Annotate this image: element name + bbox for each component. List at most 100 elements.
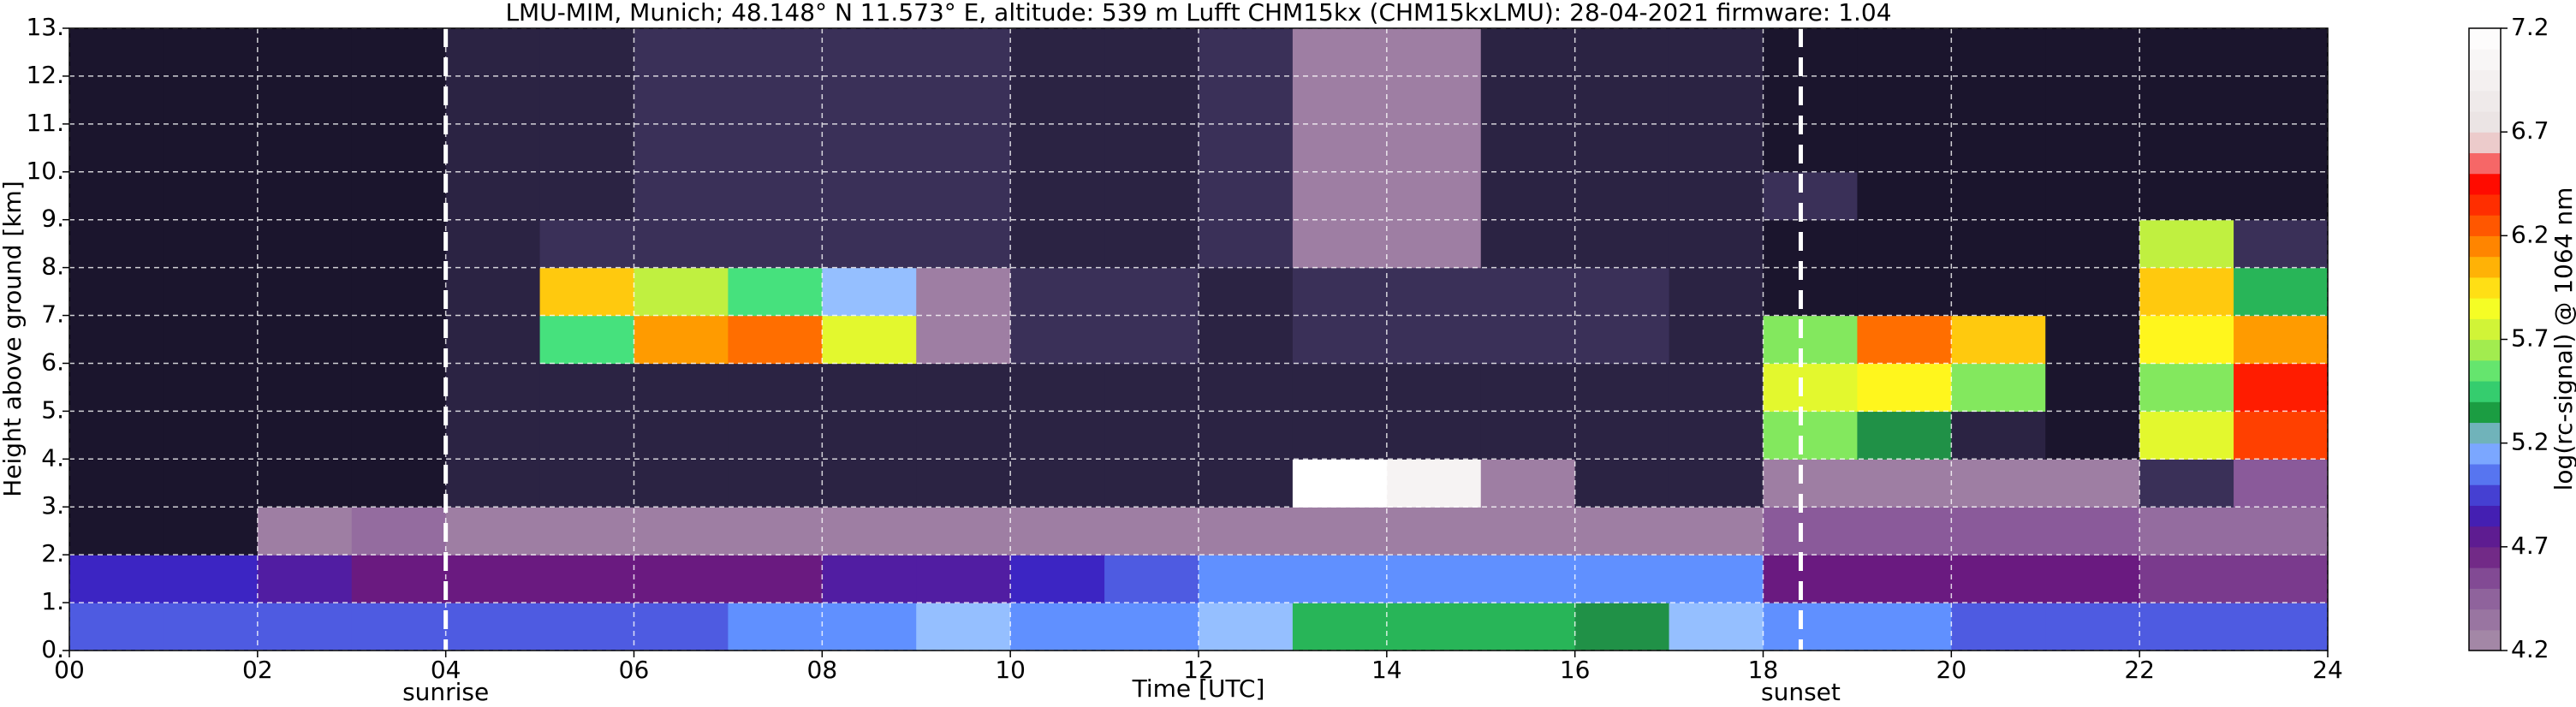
heatmap-cell	[539, 75, 635, 125]
colorbar-band	[2469, 359, 2501, 382]
heatmap-cell	[1951, 28, 2046, 77]
heatmap-cell	[1951, 123, 2046, 173]
heatmap-cell	[2234, 411, 2329, 460]
heatmap-cell	[257, 459, 353, 508]
heatmap-cell	[2139, 267, 2234, 317]
heatmap-cell	[2045, 75, 2140, 125]
x-tick-label: 10	[995, 656, 1026, 684]
heatmap-cell	[1763, 28, 1859, 77]
y-tick-label: 8.	[41, 253, 64, 281]
y-tick-label: 7.	[41, 300, 64, 329]
heatmap-cell	[257, 603, 353, 651]
heatmap-cell	[1669, 507, 1764, 556]
heatmap-cell	[539, 123, 635, 173]
heatmap-cell	[1199, 171, 1294, 221]
colorbar-band	[2469, 629, 2501, 651]
heatmap-cell	[2139, 459, 2234, 508]
heatmap-cell	[1951, 603, 2046, 651]
heatmap-cell	[539, 219, 635, 269]
heatmap-cell	[1104, 459, 1199, 508]
heatmap-cell	[1480, 123, 1576, 173]
colorbar-tick-label: 4.7	[2511, 532, 2549, 560]
heatmap-cell	[257, 363, 353, 412]
x-tick-label: 00	[54, 656, 85, 684]
colorbar-label: log(rc-signal) @ 1064 nm	[2549, 187, 2576, 491]
heatmap-cell	[822, 75, 917, 125]
heatmap-cell	[728, 603, 823, 651]
heatmap-cell	[822, 171, 917, 221]
heatmap-cell	[634, 411, 729, 460]
heatmap-cell	[822, 28, 917, 77]
colorbar-band	[2469, 588, 2501, 610]
heatmap-cell	[1574, 411, 1670, 460]
heatmap-cell	[1669, 219, 1764, 269]
heatmap-cell	[1669, 555, 1764, 603]
heatmap-cell	[1010, 315, 1105, 365]
heatmap-cell	[163, 171, 259, 221]
heatmap-cell	[728, 507, 823, 556]
heatmap-cell	[69, 459, 164, 508]
colorbar-band	[2469, 132, 2501, 153]
heatmap-cell	[634, 75, 729, 125]
colorbar-band	[2469, 193, 2501, 216]
heatmap-cell	[1574, 123, 1670, 173]
heatmap-cell	[257, 28, 353, 77]
heatmap-cell	[1951, 219, 2046, 269]
heatmap-cell	[728, 267, 823, 317]
heatmap-cell	[351, 459, 447, 508]
colorbar-band	[2469, 526, 2501, 548]
heatmap-cell	[1669, 315, 1764, 365]
colorbar-band	[2469, 318, 2501, 341]
heatmap-cell	[351, 123, 447, 173]
heatmap-cell	[351, 507, 447, 556]
heatmap-cell	[1386, 171, 1482, 221]
heatmap-cell	[1199, 459, 1294, 508]
heatmap-cell	[1104, 75, 1199, 125]
colorbar-band	[2469, 505, 2501, 527]
heatmap-cell	[445, 75, 541, 125]
heatmap-cell	[1010, 75, 1105, 125]
heatmap-cell	[2045, 363, 2140, 412]
heatmap-cell	[1010, 171, 1105, 221]
heatmap-cell	[822, 603, 917, 651]
heatmap-cell	[445, 171, 541, 221]
heatmap-cell	[1104, 28, 1199, 77]
x-tick-label: 12	[1183, 656, 1214, 684]
heatmap-cell	[445, 267, 541, 317]
heatmap-cell	[2234, 219, 2329, 269]
heatmap-cell	[1010, 459, 1105, 508]
heatmap-cell	[2234, 363, 2329, 412]
heatmap-cell	[2139, 123, 2234, 173]
heatmap-cell	[1951, 459, 2046, 508]
heatmap-cell	[257, 75, 353, 125]
heatmap-cell	[351, 219, 447, 269]
colorbar-band	[2469, 276, 2501, 299]
heatmap-cell	[1386, 28, 1482, 77]
heatmap-cell	[1669, 267, 1764, 317]
x-tick-label: 20	[1936, 656, 1967, 684]
heatmap-cell	[69, 171, 164, 221]
colorbar-band	[2469, 49, 2501, 71]
x-tick-label: 08	[807, 656, 838, 684]
x-tick-label: 16	[1560, 656, 1591, 684]
heatmap-cell	[822, 411, 917, 460]
heatmap-cell	[1480, 507, 1576, 556]
heatmap-cell	[1763, 315, 1859, 365]
colorbar-band	[2469, 443, 2501, 465]
heatmap-cell	[1199, 267, 1294, 317]
heatmap-cell	[1574, 171, 1670, 221]
heatmap-cell	[1857, 603, 1952, 651]
heatmap-cell	[822, 123, 917, 173]
heatmap-cell	[1010, 507, 1105, 556]
heatmap-cell	[916, 75, 1011, 125]
heatmap-cell	[69, 603, 164, 651]
heatmap-cell	[257, 267, 353, 317]
heatmap-cell	[539, 411, 635, 460]
heatmap-cell	[2045, 411, 2140, 460]
colorbar-tick-label: 4.2	[2511, 635, 2549, 663]
colorbar-band	[2469, 298, 2501, 319]
colorbar-band	[2469, 152, 2501, 175]
heatmap-cell	[1386, 507, 1482, 556]
heatmap-cell	[1857, 411, 1952, 460]
colorbar-band	[2469, 235, 2501, 258]
